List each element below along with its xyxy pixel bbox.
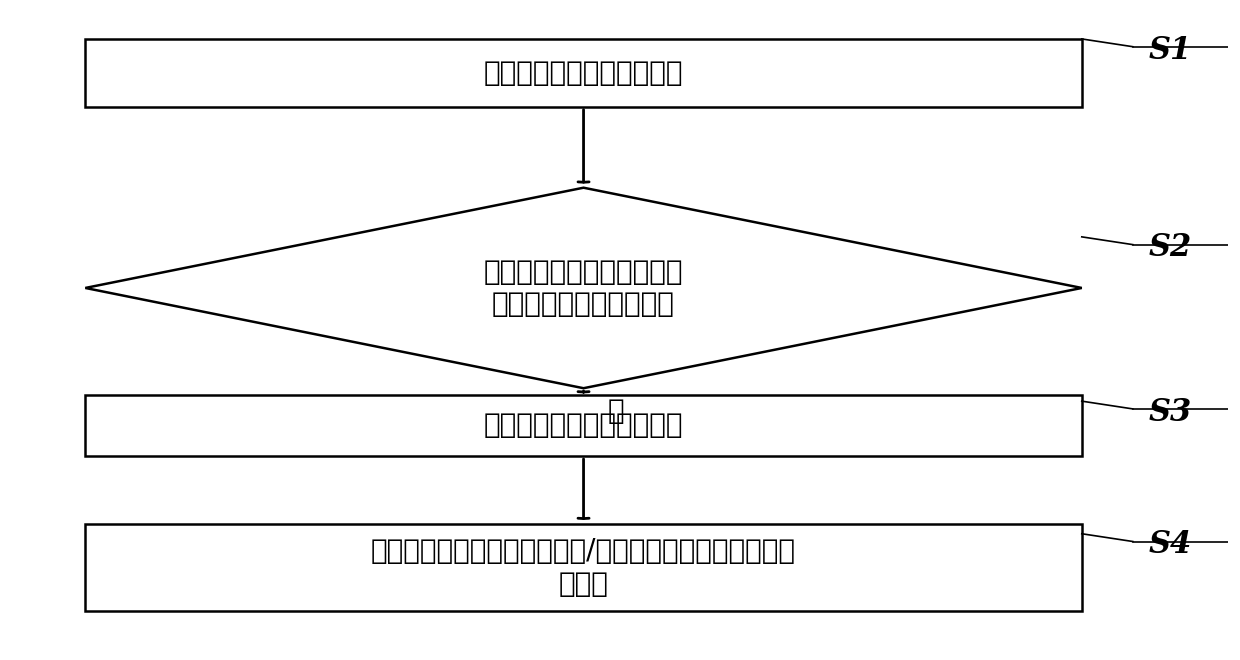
Polygon shape <box>86 187 1081 388</box>
Text: S3: S3 <box>1148 397 1192 428</box>
Text: 从电商平台上获取交易信息: 从电商平台上获取交易信息 <box>484 59 683 87</box>
Text: 根据交易地址，将交易信息和/或危险品数据映射到危险源
地图上: 根据交易地址，将交易信息和/或危险品数据映射到危险源 地图上 <box>371 537 796 598</box>
Text: 根据危险品数据，判断交易
信息是否属于危险品交易: 根据危险品数据，判断交易 信息是否属于危险品交易 <box>484 258 683 318</box>
Text: 是: 是 <box>608 397 625 425</box>
Bar <box>86 39 1081 107</box>
Bar <box>86 395 1081 456</box>
Text: S4: S4 <box>1148 529 1192 560</box>
Bar <box>86 524 1081 611</box>
Text: S2: S2 <box>1148 232 1192 263</box>
Text: S1: S1 <box>1148 35 1192 66</box>
Text: 从交易信息中获取交易地址: 从交易信息中获取交易地址 <box>484 411 683 440</box>
